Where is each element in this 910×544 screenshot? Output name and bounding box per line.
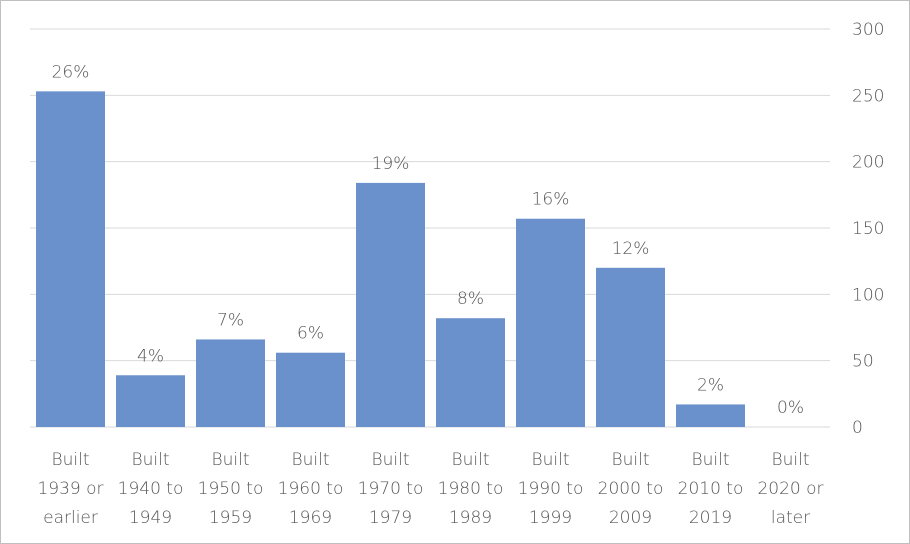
category-label-line: 1960 to (278, 479, 344, 499)
bar (436, 318, 505, 427)
data-label: 19% (372, 154, 410, 174)
category-label-line: Built (371, 450, 409, 470)
category-label-line: 2000 to (598, 479, 664, 499)
y-axis-ticks: 0 50 100 150 200 250 300 (852, 20, 884, 438)
category-label-line: 1940 to (118, 479, 184, 499)
data-label: 7% (217, 310, 244, 330)
category-label-line: 1970 to (358, 479, 424, 499)
y-tick-label: 150 (852, 219, 884, 239)
category-label-line: Built (51, 450, 89, 470)
category-label: Built 2000 to 2009 (598, 450, 664, 528)
category-label-line: Built (771, 450, 809, 470)
y-tick-label: 50 (852, 352, 874, 372)
category-label-line: Built (611, 450, 649, 470)
data-label: 16% (532, 190, 570, 210)
category-label: Built 1960 to 1969 (278, 450, 344, 528)
category-label-line: 2019 (689, 508, 732, 528)
category-label-line: 1939 or (37, 479, 103, 499)
data-labels: 26% 4% 7% 6% 19% 8% 16% 12% 2% 0% (52, 62, 804, 418)
bar (276, 352, 345, 427)
category-label-line: 1959 (209, 508, 252, 528)
data-label: 6% (297, 324, 324, 344)
category-label-line: Built (691, 450, 729, 470)
category-label-line: 1989 (449, 508, 492, 528)
y-tick-label: 250 (852, 86, 884, 106)
bar (676, 404, 745, 427)
category-label: Built 1940 to 1949 (118, 450, 184, 528)
category-label: Built 1970 to 1979 (358, 450, 424, 528)
bar (36, 91, 105, 427)
category-label-line: Built (531, 450, 569, 470)
category-label: Built 2010 to 2019 (678, 450, 744, 528)
data-label: 26% (52, 62, 90, 82)
category-label-line: 1999 (529, 508, 572, 528)
bar (516, 218, 585, 427)
category-label: Built 1990 to 1999 (518, 450, 584, 528)
y-tick-label: 200 (852, 153, 884, 173)
y-tick-label: 100 (852, 285, 884, 305)
category-label-line: Built (131, 450, 169, 470)
data-label: 12% (612, 239, 650, 259)
data-label: 2% (697, 375, 724, 395)
category-label: Built 2020 or later (757, 450, 823, 528)
y-tick-label: 0 (852, 418, 863, 438)
category-label-line: 1949 (129, 508, 172, 528)
bar (196, 339, 265, 427)
category-label-line: earlier (43, 508, 98, 528)
data-label: 4% (137, 346, 164, 366)
category-label-line: later (771, 508, 810, 528)
data-label: 8% (457, 289, 484, 309)
bars (36, 91, 745, 427)
bar (596, 267, 665, 427)
category-label-line: 2020 or (757, 479, 823, 499)
category-label-line: Built (291, 450, 329, 470)
category-label-line: 2009 (609, 508, 652, 528)
y-tick-label: 300 (852, 20, 884, 40)
category-label-line: 2010 to (678, 479, 744, 499)
category-label-line: 1969 (289, 508, 332, 528)
category-label: Built 1980 to 1989 (438, 450, 504, 528)
data-label: 0% (777, 398, 804, 418)
category-label: Built 1939 or earlier (37, 450, 103, 528)
category-label-line: 1990 to (518, 479, 584, 499)
category-label: Built 1950 to 1959 (198, 450, 264, 528)
bar (356, 182, 425, 427)
category-label-line: 1980 to (438, 479, 504, 499)
category-label-line: 1979 (369, 508, 412, 528)
bar (116, 375, 185, 427)
category-label-line: 1950 to (198, 479, 264, 499)
category-label-line: Built (451, 450, 489, 470)
category-label-line: Built (211, 450, 249, 470)
